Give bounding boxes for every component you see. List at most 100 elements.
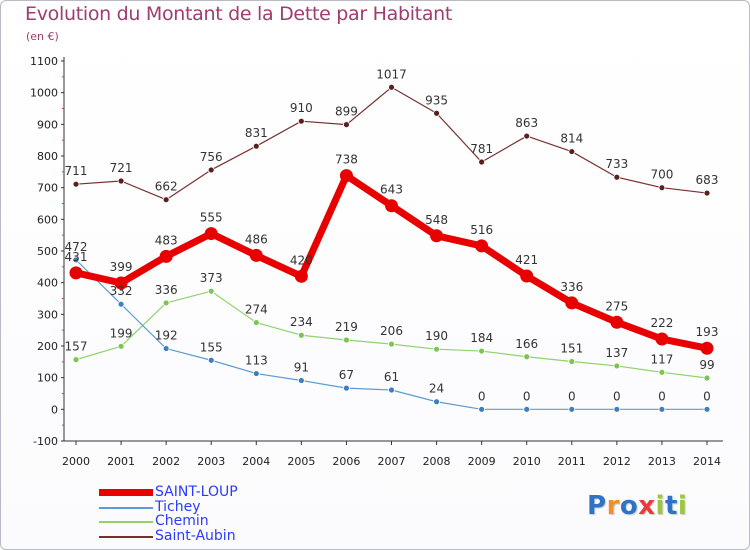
data-label-saint-aubin: 935 bbox=[425, 93, 448, 107]
data-label-tichey: 472 bbox=[65, 240, 88, 254]
data-label-chemin: 373 bbox=[200, 271, 223, 285]
unit-label: (en €) bbox=[26, 30, 59, 43]
data-label-chemin: 274 bbox=[245, 303, 268, 317]
y-tick-label: 900 bbox=[37, 118, 58, 131]
data-label-saint-aubin: 756 bbox=[200, 150, 223, 164]
data-label-tichey: 0 bbox=[478, 389, 486, 403]
legend-label-chemin: Chemin bbox=[155, 513, 209, 529]
x-tick-label: 2006 bbox=[332, 455, 360, 468]
data-point-saint-loup bbox=[294, 269, 308, 283]
data-label-saint-loup: 222 bbox=[650, 316, 673, 330]
data-point-tichey bbox=[72, 256, 80, 264]
data-label-saint-aubin: 711 bbox=[65, 164, 88, 178]
x-tick-label: 2014 bbox=[693, 455, 721, 468]
y-tick-label: 400 bbox=[37, 277, 58, 290]
data-point-saint-aubin bbox=[613, 173, 621, 181]
data-point-tichey bbox=[433, 398, 440, 406]
data-label-saint-loup: 555 bbox=[200, 211, 223, 225]
data-label-saint-aubin: 863 bbox=[515, 116, 538, 130]
data-point-chemin bbox=[162, 299, 170, 307]
y-tick-label: 100 bbox=[37, 372, 58, 385]
data-label-saint-loup: 399 bbox=[110, 260, 133, 274]
legend-swatch-tichey bbox=[99, 506, 153, 509]
data-point-saint-aubin bbox=[433, 109, 440, 117]
x-tick-label: 2005 bbox=[287, 455, 315, 468]
logo-letter: t bbox=[664, 491, 678, 521]
data-point-chemin bbox=[568, 358, 576, 365]
data-point-saint-loup bbox=[475, 239, 489, 253]
data-point-tichey bbox=[478, 405, 486, 413]
data-point-tichey bbox=[703, 405, 711, 413]
data-label-saint-loup: 431 bbox=[65, 250, 88, 264]
data-label-saint-aubin: 700 bbox=[650, 168, 673, 182]
legend-label-saint-aubin: Saint-Aubin bbox=[155, 527, 236, 544]
data-label-tichey: 91 bbox=[294, 361, 309, 375]
y-tick-label: 500 bbox=[37, 245, 58, 258]
data-label-chemin: 99 bbox=[699, 358, 714, 372]
data-point-tichey bbox=[252, 370, 260, 377]
data-point-chemin bbox=[613, 362, 621, 370]
data-label-saint-aubin: 910 bbox=[290, 101, 313, 115]
data-point-tichey bbox=[117, 300, 125, 308]
y-tick-label: 800 bbox=[37, 150, 58, 163]
data-point-chemin bbox=[433, 345, 440, 353]
data-label-tichey: 24 bbox=[429, 382, 444, 396]
data-label-saint-aubin: 781 bbox=[470, 142, 493, 156]
legend-label-saint-loup: SAINT-LOUP bbox=[155, 484, 238, 500]
data-label-saint-aubin: 831 bbox=[245, 126, 268, 140]
data-point-saint-aubin bbox=[388, 83, 395, 91]
data-label-chemin: 184 bbox=[470, 331, 493, 345]
data-point-chemin bbox=[72, 356, 80, 364]
data-point-tichey bbox=[388, 386, 395, 394]
data-point-saint-loup bbox=[159, 249, 173, 263]
data-point-tichey bbox=[658, 405, 666, 413]
data-point-saint-aubin bbox=[523, 132, 531, 140]
data-point-saint-aubin bbox=[117, 177, 125, 185]
data-point-tichey bbox=[343, 384, 350, 392]
data-point-chemin bbox=[523, 353, 531, 361]
data-label-tichey: 192 bbox=[155, 329, 178, 343]
data-point-chemin bbox=[703, 374, 711, 382]
x-tick-label: 2009 bbox=[468, 455, 496, 468]
data-point-chemin bbox=[297, 331, 305, 339]
data-label-saint-loup: 193 bbox=[696, 325, 719, 339]
data-label-tichey: 67 bbox=[339, 368, 354, 382]
data-label-saint-loup: 643 bbox=[380, 183, 403, 197]
data-point-saint-aubin bbox=[162, 196, 170, 204]
x-tick-label: 2007 bbox=[378, 455, 406, 468]
data-label-saint-loup: 548 bbox=[425, 213, 448, 227]
data-point-saint-aubin bbox=[568, 148, 576, 155]
data-point-saint-aubin bbox=[343, 121, 350, 129]
x-tick-label: 2002 bbox=[152, 455, 180, 468]
data-point-chemin bbox=[207, 287, 215, 295]
data-point-saint-loup bbox=[339, 169, 353, 183]
data-point-saint-aubin bbox=[703, 189, 711, 197]
data-point-saint-loup bbox=[114, 276, 128, 290]
y-tick-label: 1100 bbox=[30, 55, 58, 68]
legend-label-tichey: Tichey bbox=[155, 498, 201, 515]
data-label-tichey: 0 bbox=[568, 389, 576, 403]
y-tick-label: 300 bbox=[37, 308, 58, 321]
data-point-saint-aubin bbox=[297, 117, 305, 125]
chart-title: Evolution du Montant de la Dette par Hab… bbox=[25, 3, 453, 25]
y-tick-label: 0 bbox=[51, 403, 58, 416]
data-point-chemin bbox=[252, 319, 260, 326]
data-point-saint-aubin bbox=[658, 184, 666, 192]
data-point-saint-aubin bbox=[72, 180, 80, 188]
data-point-saint-loup bbox=[520, 269, 534, 283]
data-point-chemin bbox=[388, 340, 395, 348]
proxiti-logo: Proxiti bbox=[587, 491, 687, 521]
data-point-saint-loup bbox=[430, 229, 444, 243]
data-point-chemin bbox=[478, 347, 486, 355]
logo-letter: i bbox=[655, 491, 665, 521]
data-label-tichey: 0 bbox=[613, 389, 621, 403]
x-tick-label: 2003 bbox=[197, 455, 225, 468]
data-point-saint-loup bbox=[385, 199, 398, 213]
data-point-tichey bbox=[568, 405, 576, 413]
data-point-tichey bbox=[297, 377, 305, 384]
data-label-saint-loup: 420 bbox=[290, 253, 313, 267]
data-label-saint-aubin: 733 bbox=[605, 157, 628, 171]
data-label-saint-loup: 738 bbox=[335, 153, 358, 167]
data-label-saint-aubin: 814 bbox=[560, 132, 583, 146]
